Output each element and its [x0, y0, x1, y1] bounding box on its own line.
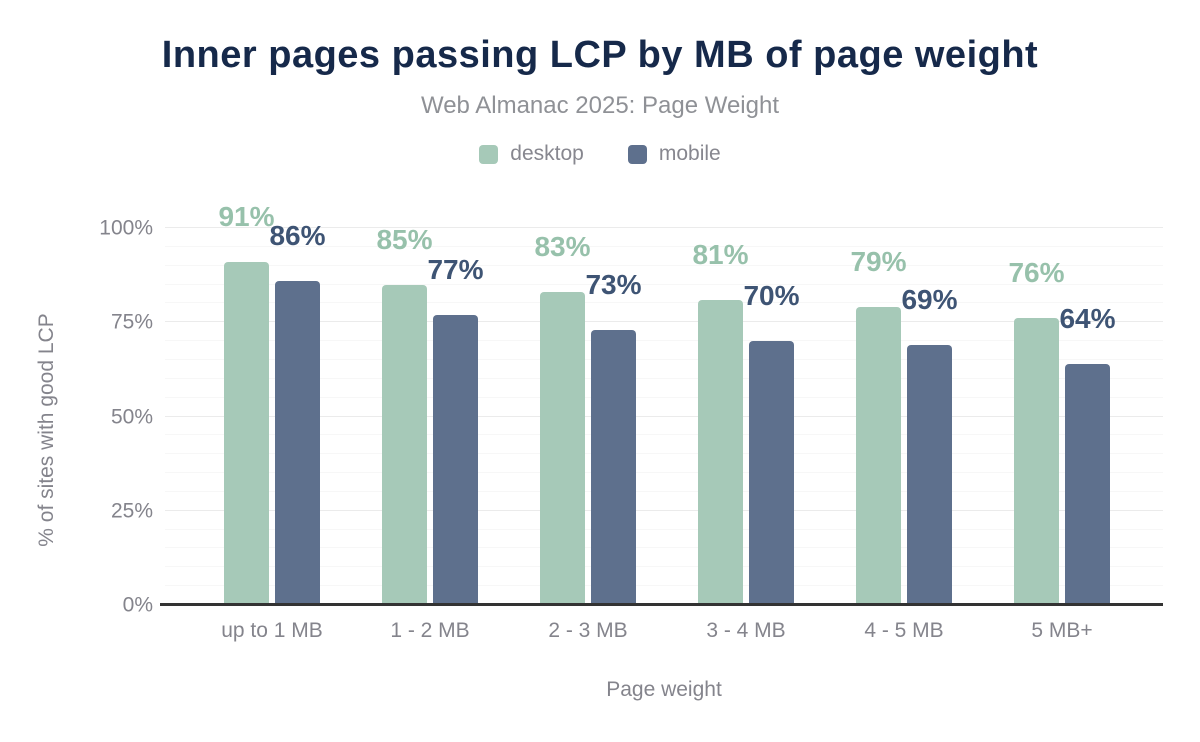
gridline — [165, 227, 1163, 228]
y-tick-label: 0% — [122, 593, 153, 617]
bar-desktop[interactable]: 76% — [1008, 259, 1065, 605]
y-tick-label: 50% — [110, 405, 153, 428]
gridline — [165, 585, 1163, 587]
bar-value-label: 69% — [901, 283, 958, 315]
bar-value-label: 85% — [376, 223, 433, 255]
y-axis-title: % of sites with good LCP — [35, 313, 58, 547]
gridline — [165, 358, 1163, 360]
bar-group: 83% 73% 2 - 3 MB — [509, 228, 667, 641]
bar-desktop[interactable]: 83% — [534, 233, 591, 605]
gridline — [165, 340, 1163, 342]
x-tick-label: 1 - 2 MB — [390, 619, 470, 642]
x-tick-label: 3 - 4 MB — [706, 619, 786, 642]
bar-value-label: 81% — [692, 238, 749, 270]
legend-label: desktop — [510, 142, 584, 165]
chart-title: Inner pages passing LCP by MB of page we… — [161, 34, 1039, 76]
y-tick-label: 75% — [110, 310, 153, 334]
gridline — [165, 490, 1163, 492]
gridline — [165, 415, 1163, 417]
bar-group: 76% 64% 5 MB+ — [983, 228, 1141, 641]
x-tick-label: 2 - 3 MB — [548, 619, 628, 642]
x-tick-label: 4 - 5 MB — [864, 619, 944, 642]
bar-value-label: 86% — [269, 219, 326, 251]
bar-mobile[interactable]: 86% — [269, 221, 326, 605]
bar-mobile[interactable]: 69% — [901, 285, 958, 605]
gridline — [165, 283, 1163, 285]
gridline — [165, 302, 1163, 304]
gridline — [165, 566, 1163, 568]
bar-desktop[interactable]: 85% — [376, 225, 433, 605]
legend-swatch-desktop — [479, 144, 499, 164]
gridline — [165, 472, 1163, 474]
legend-label: mobile — [658, 142, 721, 165]
gridline — [165, 245, 1163, 247]
bar-desktop[interactable]: 81% — [692, 240, 749, 605]
gridline — [165, 528, 1163, 530]
bar-desktop[interactable]: 79% — [850, 248, 907, 605]
legend: desktop mobile — [0, 142, 1200, 166]
gridline — [165, 377, 1163, 379]
gridline — [165, 321, 1163, 323]
x-tick-label: 5 MB+ — [1031, 619, 1093, 642]
bar-group: 85% 77% 1 - 2 MB — [351, 225, 509, 641]
bar-desktop[interactable]: 91% — [218, 202, 275, 605]
bar-value-label: 83% — [534, 231, 591, 263]
gridline — [165, 453, 1163, 455]
x-axis-line — [160, 603, 1163, 606]
x-axis-title: Page weight — [606, 678, 722, 701]
x-tick-label: up to 1 MB — [221, 619, 323, 642]
legend-item-mobile[interactable]: mobile — [627, 142, 721, 166]
gridline — [165, 264, 1163, 266]
legend-swatch-mobile — [627, 144, 647, 164]
bar-value-label: 91% — [218, 200, 275, 232]
bar-value-label: 79% — [850, 246, 907, 278]
gridline — [165, 547, 1163, 549]
bar-group: 79% 69% 4 - 5 MB — [825, 228, 983, 641]
bar-mobile[interactable]: 73% — [585, 270, 642, 605]
bar-value-label: 77% — [427, 253, 484, 285]
bar-value-label: 64% — [1059, 302, 1116, 334]
bar-group: 81% 70% 3 - 4 MB — [667, 228, 825, 641]
y-tick-label: 25% — [110, 499, 153, 523]
gridline — [165, 396, 1163, 398]
bar-value-label: 73% — [585, 268, 642, 300]
y-tick-label: 100% — [99, 216, 153, 240]
bar-group: 91% 86% up to 1 MB — [193, 202, 351, 641]
bar-mobile[interactable]: 64% — [1059, 304, 1116, 605]
gridline — [165, 509, 1163, 511]
bar-groups: 91% 86% up to 1 MB 85% 77% 1 - 2 MB 83% 73% 2 - … — [193, 202, 1141, 641]
plot-area: 91% 86% up to 1 MB 85% 77% 1 - 2 MB 83% 73% 2 - … — [99, 202, 1163, 641]
legend-item-desktop[interactable]: desktop — [479, 142, 584, 166]
bar-value-label: 76% — [1008, 257, 1065, 289]
bar-mobile[interactable]: 70% — [743, 282, 800, 605]
chart-subtitle: Web Almanac 2025: Page Weight — [420, 92, 779, 119]
bar-mobile[interactable]: 77% — [427, 255, 484, 605]
bar-value-label: 70% — [743, 280, 800, 312]
gridline — [165, 434, 1163, 436]
